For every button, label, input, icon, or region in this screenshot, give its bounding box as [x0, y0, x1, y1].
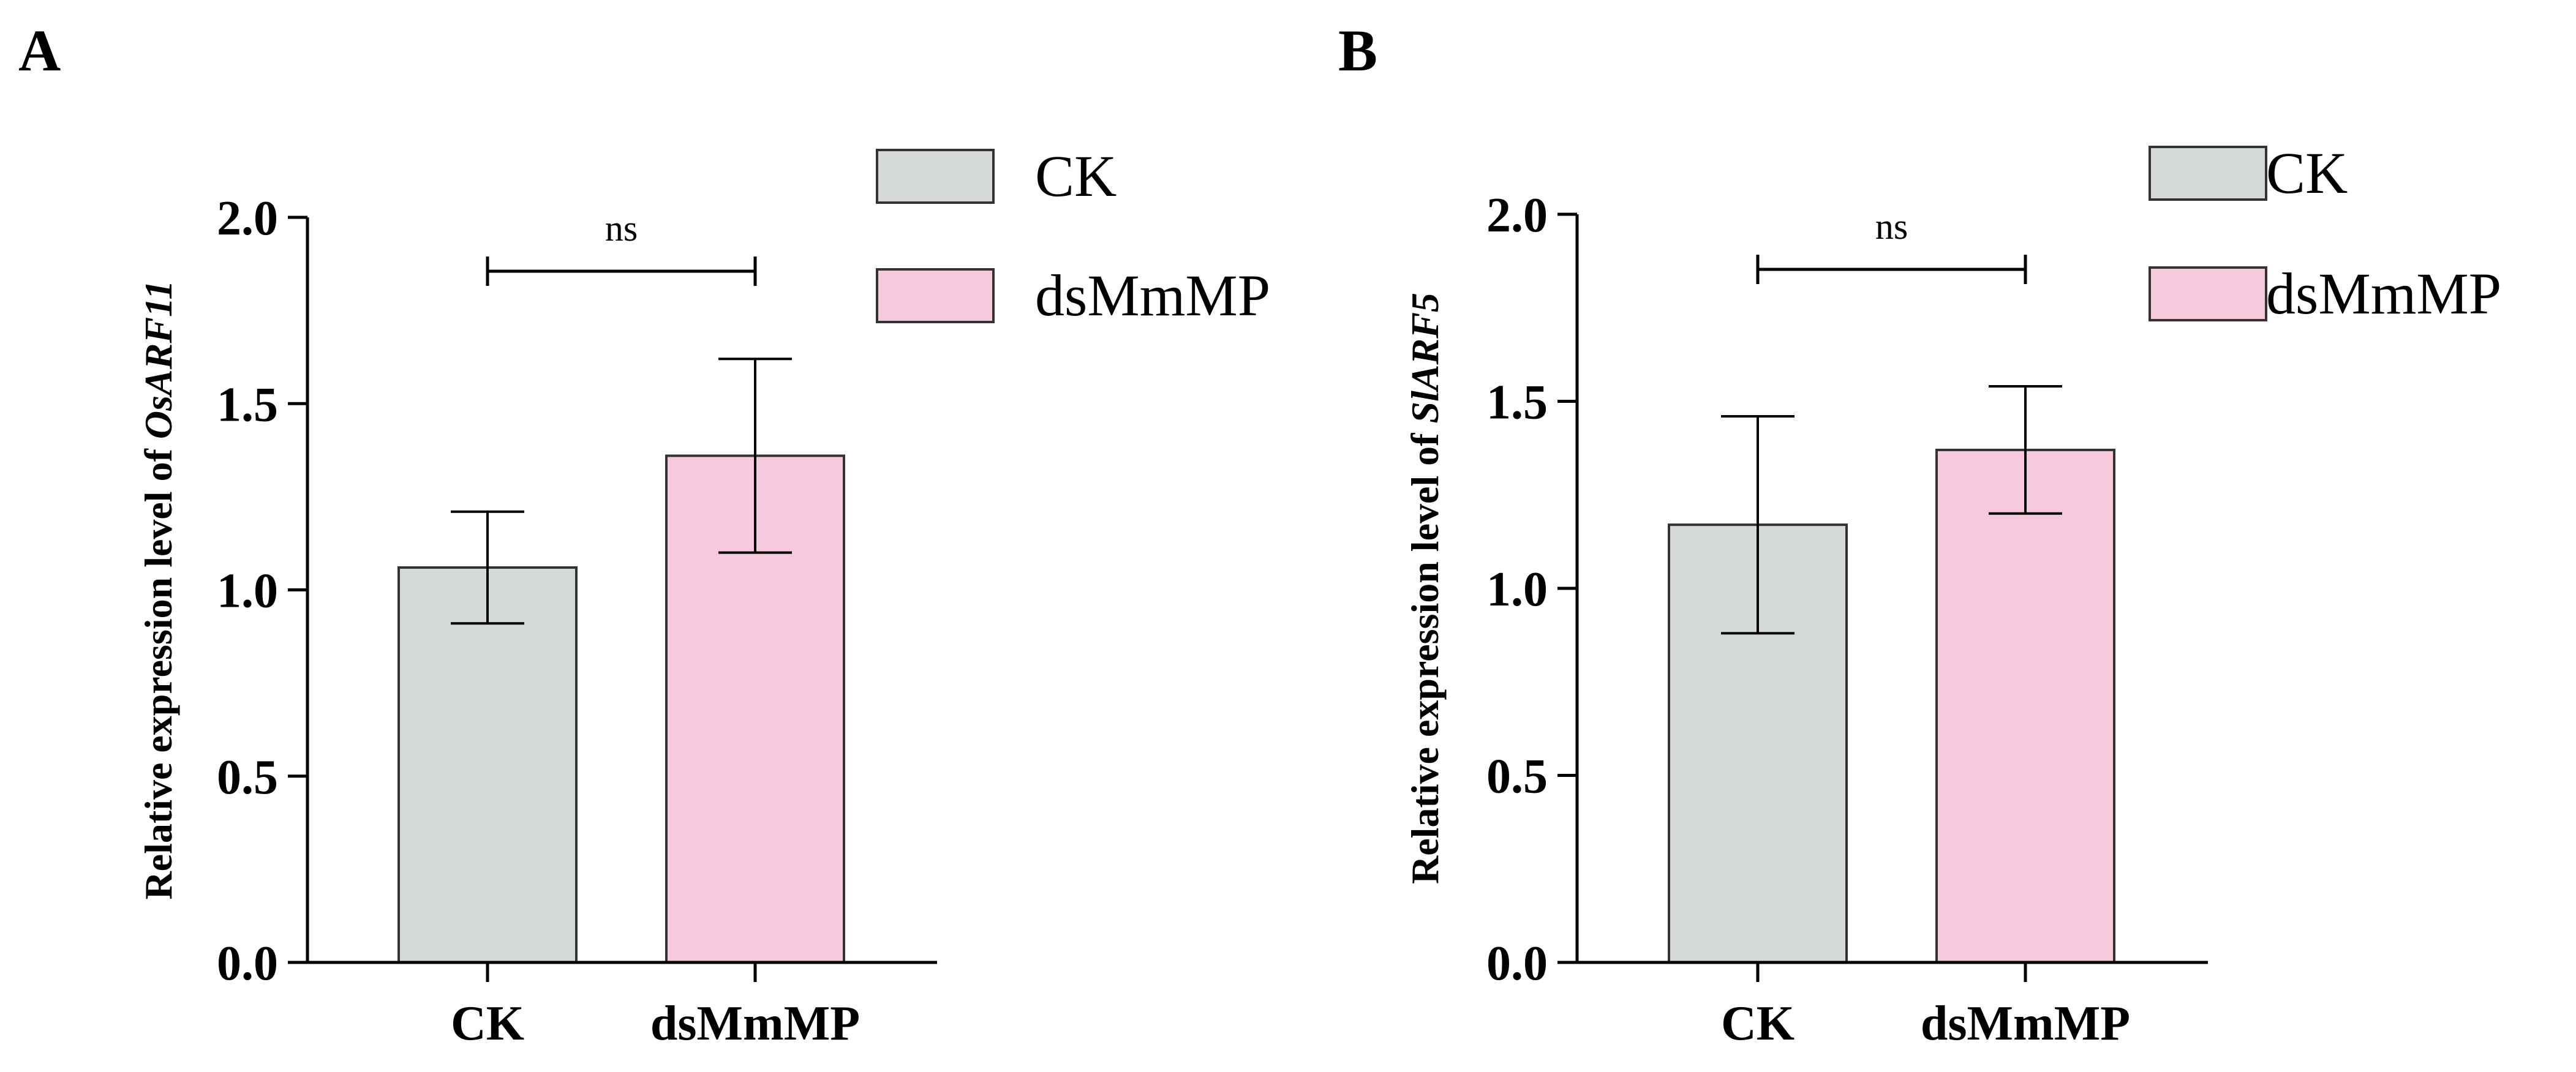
- y-tick-label: 1.0: [217, 564, 278, 618]
- legend-swatch-ck: [2149, 146, 2267, 201]
- panel-letter: A: [18, 18, 61, 83]
- y-axis-label-prefix: Relative expression level of: [137, 439, 180, 899]
- y-axis-label-gene: SlARF5: [1403, 293, 1447, 423]
- y-tick-label: 0.5: [217, 751, 278, 804]
- legend-label: CK: [1035, 143, 1117, 209]
- chart-panel-a: A Relative expression level of OsARF11 0.0…: [18, 18, 1270, 1051]
- x-tick-label: dsMmMP: [1921, 997, 2130, 1051]
- y-tick-label: 1.0: [1486, 563, 1548, 617]
- y-axis-label-prefix: Relative expression level of: [1403, 424, 1447, 884]
- x-tick-label: CK: [451, 997, 524, 1051]
- legend-swatch-ck: [876, 149, 995, 204]
- y-tick-label: 1.5: [1486, 376, 1548, 430]
- legend-label: dsMmMP: [1035, 263, 1270, 328]
- y-tick-label: 0.0: [217, 937, 278, 991]
- bar-ck: [397, 566, 578, 964]
- chart-panel-b: B Relative expression level of SlARF5 0.0 0…: [1338, 18, 2501, 1051]
- legend-swatch-dsmmmp: [2149, 266, 2267, 321]
- x-tick-label: dsMmMP: [650, 997, 860, 1051]
- significance-label: ns: [605, 208, 638, 249]
- y-tick-label: 0.5: [1486, 750, 1548, 804]
- y-axis-label: Relative expression level of OsARF11: [137, 280, 180, 899]
- bar-dsmmmp: [1935, 448, 2115, 964]
- y-axis-label-gene: OsARF11: [137, 280, 180, 439]
- y-tick-label: 0.0: [1486, 937, 1548, 991]
- y-tick-label: 1.5: [217, 378, 278, 432]
- y-tick-label: 2.0: [1486, 189, 1548, 242]
- legend-label: dsMmMP: [2266, 261, 2501, 326]
- significance-label: ns: [1875, 206, 1908, 247]
- y-tick-label: 2.0: [217, 192, 278, 246]
- panel-letter: B: [1338, 18, 1377, 83]
- legend-label: CK: [2266, 140, 2348, 206]
- y-axis-label: Relative expression level of SlARF5: [1403, 293, 1447, 884]
- legend-swatch-dsmmmp: [876, 268, 995, 323]
- x-tick-label: CK: [1721, 997, 1795, 1051]
